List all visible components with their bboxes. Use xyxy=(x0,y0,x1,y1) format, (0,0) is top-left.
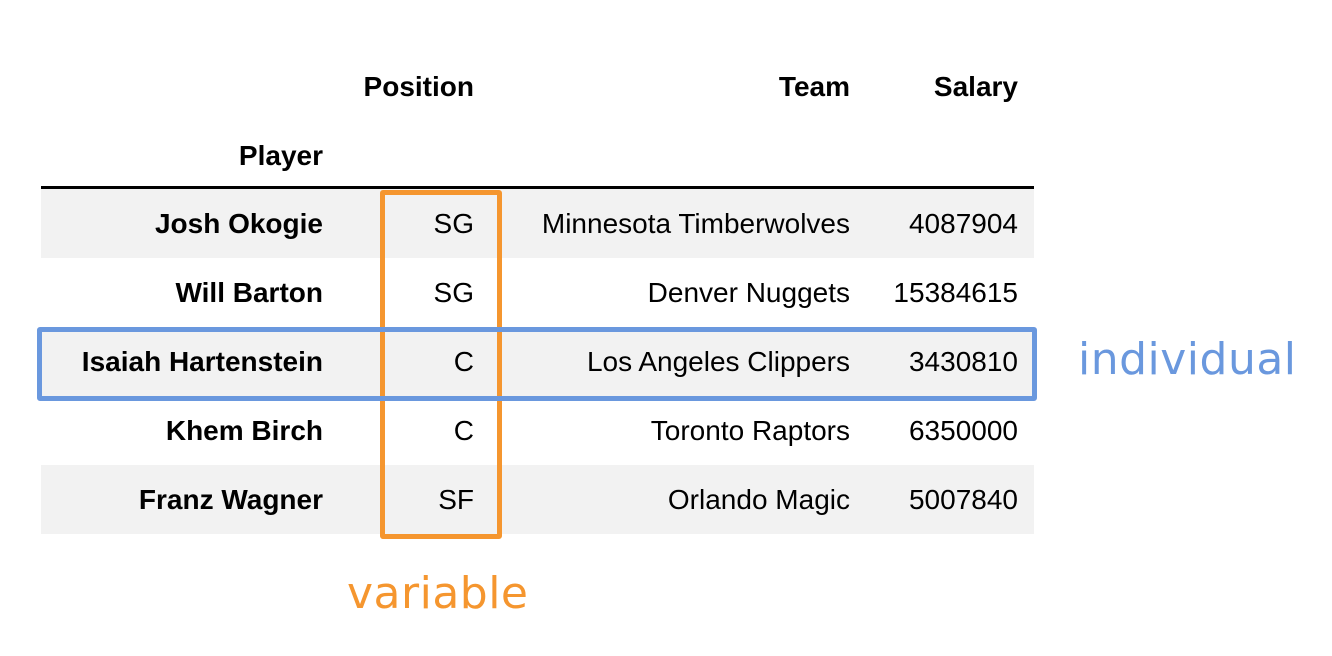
row-player: Franz Wagner xyxy=(138,484,323,515)
row-player: Isaiah Hartenstein xyxy=(81,346,323,377)
row-salary: 4087904 xyxy=(908,208,1018,239)
index-header-row: Player xyxy=(41,121,1034,190)
row-salary: 3430810 xyxy=(908,346,1018,377)
row-position: SG xyxy=(433,277,474,308)
table-row: Will Barton SG Denver Nuggets 15384615 xyxy=(41,258,1034,327)
row-position: C xyxy=(453,415,474,446)
column-header-team: Team xyxy=(778,71,850,102)
variable-label: variable xyxy=(347,568,529,619)
individual-highlight-box xyxy=(37,327,1037,401)
table-row: Franz Wagner SF Orlando Magic 5007840 xyxy=(41,465,1034,534)
row-team: Minnesota Timberwolves xyxy=(541,208,850,239)
index-name-player: Player xyxy=(238,140,323,171)
header-rule xyxy=(41,186,1034,189)
row-player: Josh Okogie xyxy=(154,208,323,239)
row-position: C xyxy=(453,346,474,377)
row-team: Orlando Magic xyxy=(667,484,850,515)
table-row: Josh Okogie SG Minnesota Timberwolves 40… xyxy=(41,189,1034,258)
row-position: SG xyxy=(433,208,474,239)
row-position: SF xyxy=(438,484,474,515)
individual-label: individual xyxy=(1078,334,1297,385)
column-header-salary: Salary xyxy=(933,71,1018,102)
row-team: Toronto Raptors xyxy=(650,415,850,446)
variable-highlight-box xyxy=(380,190,502,539)
row-player: Khem Birch xyxy=(165,415,323,446)
table-row: Khem Birch C Toronto Raptors 6350000 xyxy=(41,396,1034,465)
row-salary: 6350000 xyxy=(908,415,1018,446)
row-team: Los Angeles Clippers xyxy=(586,346,850,377)
row-salary: 5007840 xyxy=(908,484,1018,515)
column-header-row: Position Team Salary xyxy=(41,52,1034,121)
row-salary: 15384615 xyxy=(893,277,1018,308)
row-team: Denver Nuggets xyxy=(647,277,850,308)
column-header-position: Position xyxy=(363,71,474,102)
row-player: Will Barton xyxy=(175,277,323,308)
table-row: Isaiah Hartenstein C Los Angeles Clipper… xyxy=(41,327,1034,396)
